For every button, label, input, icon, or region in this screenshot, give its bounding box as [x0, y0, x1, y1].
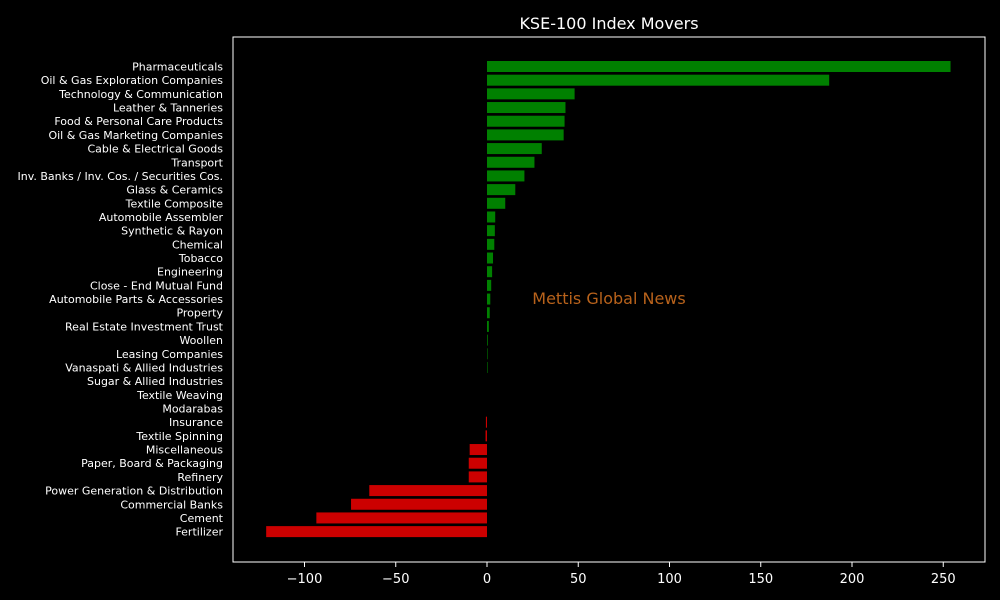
x-tick-label-6: 200: [840, 572, 865, 587]
bar-10: [487, 197, 506, 209]
category-label-31: Power Generation & Distribution: [45, 485, 223, 498]
bar-9: [487, 184, 516, 196]
category-label-0: Pharmaceuticals: [132, 61, 223, 74]
category-label-14: Tobacco: [178, 252, 223, 265]
bar-27: [485, 430, 487, 442]
category-label-2: Technology & Communication: [58, 88, 223, 101]
category-label-13: Chemical: [172, 238, 223, 251]
bar-16: [487, 279, 492, 291]
bar-8: [487, 170, 525, 182]
bar-5: [487, 129, 564, 141]
bar-4: [487, 115, 565, 127]
category-label-30: Refinery: [177, 471, 223, 484]
category-label-16: Close - End Mutual Fund: [90, 279, 223, 292]
chart-title: KSE-100 Index Movers: [519, 14, 698, 33]
x-tick-label-0: −100: [287, 572, 323, 587]
category-label-11: Automobile Assembler: [99, 211, 224, 224]
x-tick-label-3: 50: [570, 572, 587, 587]
bar-22: [487, 361, 488, 373]
category-label-9: Glass & Ceramics: [126, 184, 223, 197]
bar-6: [487, 143, 542, 155]
x-axis-ticks: −100 −50 0 50 100 150 200 250: [287, 562, 956, 587]
category-label-5: Oil & Gas Marketing Companies: [48, 129, 223, 142]
bar-30: [468, 471, 487, 483]
category-label-22: Vanaspati & Allied Industries: [65, 361, 223, 374]
category-label-10: Textile Composite: [125, 197, 224, 210]
plot-frame: [232, 36, 986, 563]
category-label-34: Fertilizer: [175, 526, 223, 539]
category-label-3: Leather & Tanneries: [113, 102, 223, 115]
bar-3: [487, 102, 566, 114]
bar-12: [487, 225, 495, 237]
category-label-21: Leasing Companies: [116, 348, 223, 361]
category-label-15: Engineering: [157, 266, 223, 279]
category-label-18: Property: [176, 307, 223, 320]
category-label-24: Textile Weaving: [136, 389, 223, 402]
category-label-7: Transport: [170, 156, 223, 169]
bar-34: [266, 526, 487, 538]
category-label-6: Cable & Electrical Goods: [87, 143, 223, 156]
category-label-8: Inv. Banks / Inv. Cos. / Securities Cos.: [18, 170, 223, 183]
x-tick-label-2: 0: [483, 572, 491, 587]
bar-19: [487, 320, 489, 332]
bar-14: [487, 252, 494, 264]
bar-32: [351, 498, 487, 510]
bars-layer: [266, 61, 951, 538]
category-label-32: Commercial Banks: [120, 498, 223, 511]
bar-33: [316, 512, 487, 524]
bar-7: [487, 156, 535, 168]
category-label-4: Food & Personal Care Products: [54, 115, 223, 128]
x-tick-label-5: 150: [748, 572, 773, 587]
category-label-12: Synthetic & Rayon: [121, 225, 223, 238]
category-label-27: Textile Spinning: [135, 430, 223, 443]
bar-0: [487, 61, 951, 72]
bar-20: [487, 334, 488, 346]
bar-11: [487, 211, 496, 223]
category-label-17: Automobile Parts & Accessories: [49, 293, 223, 306]
bar-21: [487, 348, 488, 360]
bar-2: [487, 88, 575, 100]
category-label-33: Cement: [180, 512, 224, 525]
watermark-text: Mettis Global News: [532, 289, 685, 308]
bar-15: [487, 266, 493, 278]
category-label-28: Miscellaneous: [146, 444, 223, 457]
x-tick-label-1: −50: [382, 572, 409, 587]
category-label-20: Woollen: [179, 334, 223, 347]
bar-29: [468, 457, 487, 469]
bar-18: [487, 307, 490, 319]
bar-17: [487, 293, 491, 305]
category-label-29: Paper, Board & Packaging: [81, 457, 223, 470]
bar-13: [487, 238, 495, 250]
bar-31: [369, 485, 487, 497]
category-label-26: Insurance: [169, 416, 223, 429]
category-label-1: Oil & Gas Exploration Companies: [41, 74, 224, 87]
category-label-19: Real Estate Investment Trust: [65, 320, 224, 333]
bar-28: [469, 444, 487, 456]
x-tick-label-7: 250: [931, 572, 956, 587]
category-label-25: Modarabas: [162, 403, 223, 416]
category-label-23: Sugar & Allied Industries: [87, 375, 223, 388]
x-tick-label-4: 100: [657, 572, 682, 587]
bar-26: [485, 416, 487, 428]
bar-1: [487, 74, 830, 86]
